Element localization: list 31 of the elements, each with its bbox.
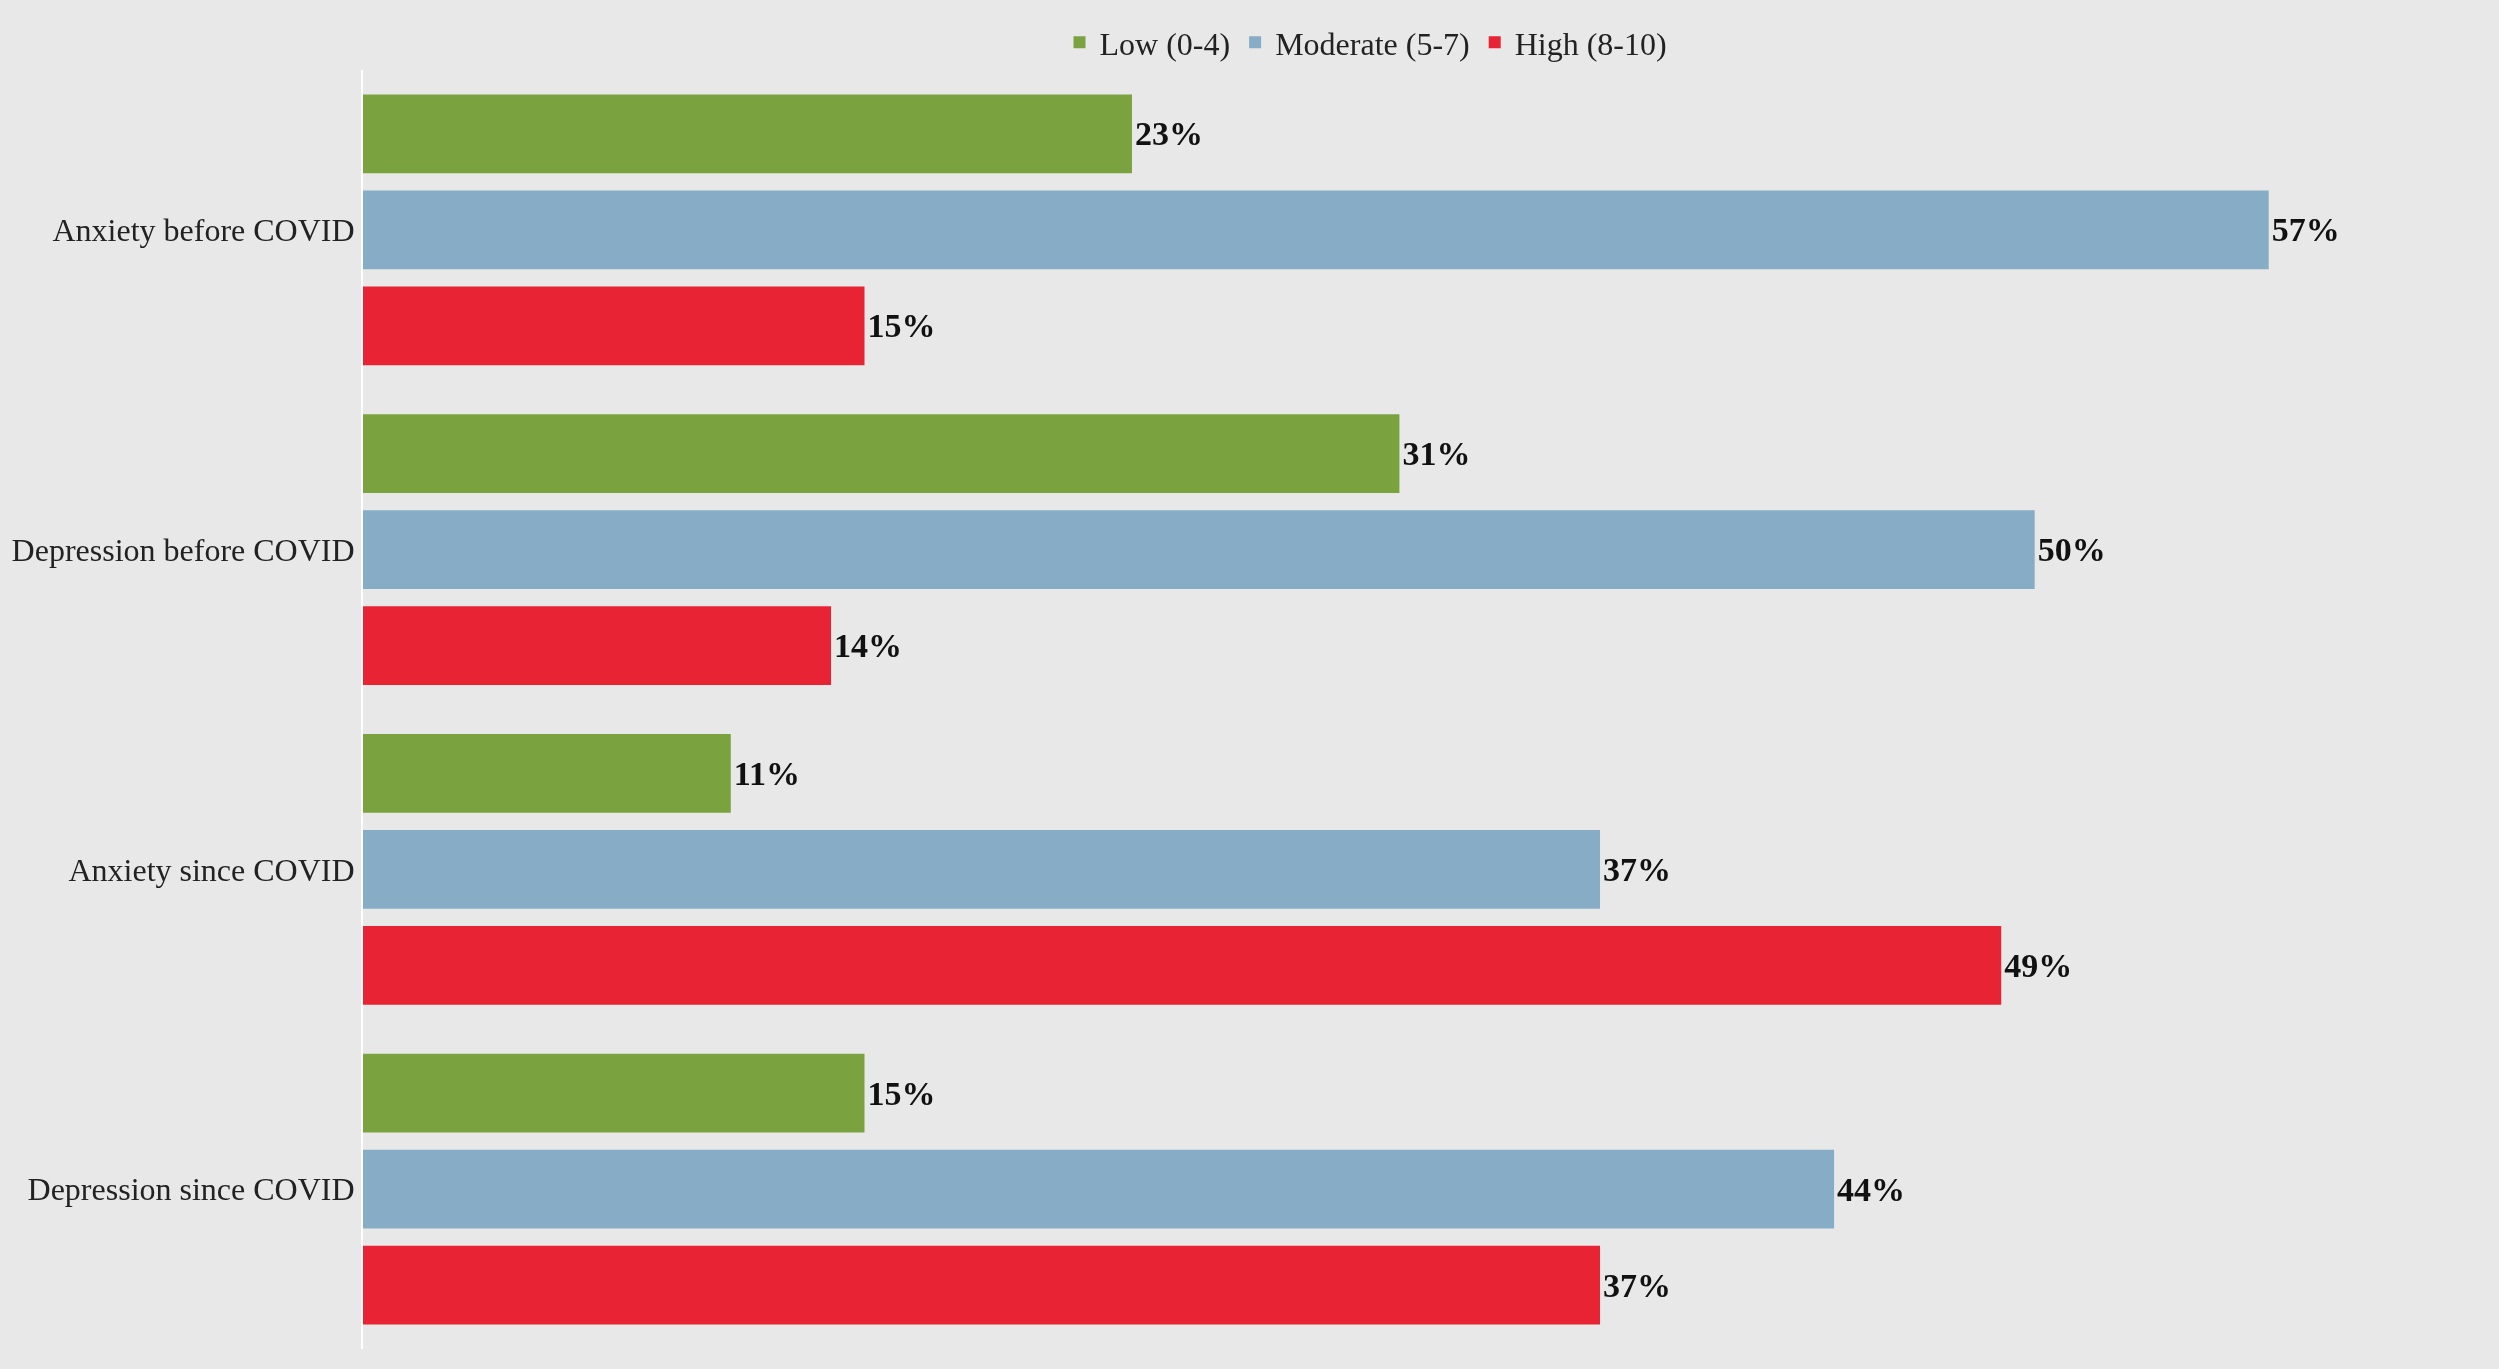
data-label: 23% [1134,115,1203,153]
y-tick-label: Depression since COVID [27,1171,355,1208]
legend-label: High (8-10) [1514,25,1667,62]
legend-label: Moderate (5-7) [1275,25,1470,62]
bar [363,94,1132,174]
bar [363,414,1400,494]
y-tick-label: Anxiety since COVID [68,851,355,888]
bar [363,1245,1601,1325]
data-label: 15% [867,307,936,345]
legend-label: Low (0-4) [1099,25,1231,62]
y-tick-label: Anxiety before COVID [52,212,355,249]
data-label: 49% [2004,946,2073,984]
bar [363,510,2035,589]
data-label: 44% [1837,1170,1906,1208]
bar [363,606,832,685]
bar [363,925,2002,1005]
data-label: 11% [733,754,800,792]
bar [363,1053,865,1133]
bar [363,286,865,366]
data-label: 57% [2271,211,2340,249]
data-label: 31% [1402,435,1471,473]
data-label: 37% [1603,850,1672,888]
bar [363,1149,1835,1229]
data-label: 15% [867,1074,936,1112]
data-label: 37% [1603,1266,1672,1304]
bar [363,190,2269,270]
data-label: 14% [834,627,903,665]
bar [363,830,1601,909]
bar [363,734,731,813]
data-label: 50% [2037,531,2106,569]
y-tick-label: Depression before COVID [11,531,355,568]
